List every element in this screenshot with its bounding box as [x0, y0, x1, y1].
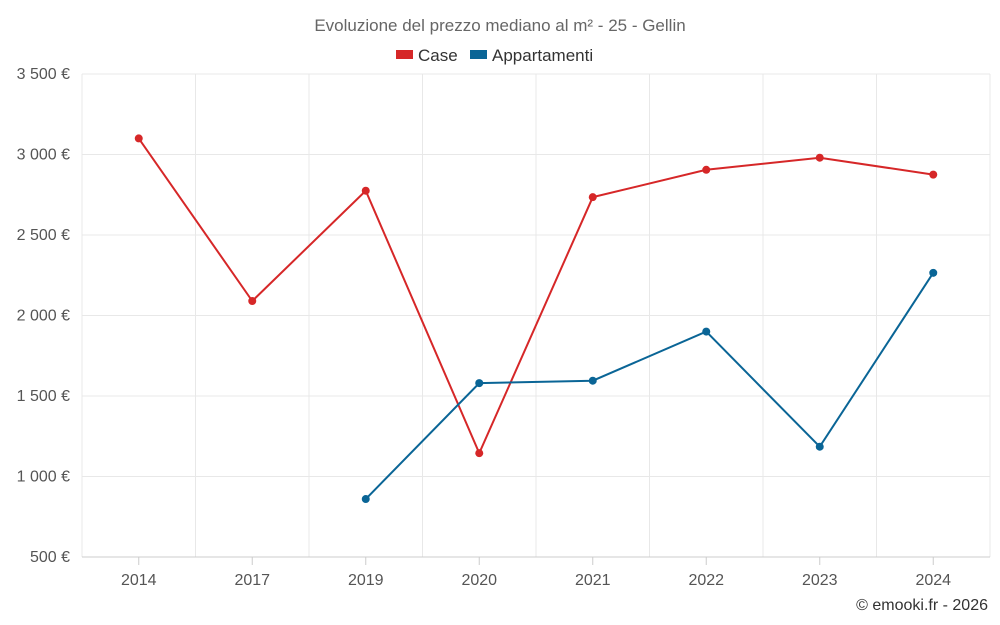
data-point-case[interactable] [588, 193, 597, 202]
legend-label: Appartamenti [492, 46, 593, 65]
data-point-appartamenti[interactable] [475, 379, 484, 388]
axes: 500 € 1 000 € 1 500 € 2 000 € 2 500 € 3 000 €… [17, 66, 990, 589]
series-line-case [137, 137, 934, 456]
legend-label: Case [418, 46, 458, 65]
series-line-appartamenti [365, 272, 935, 500]
x-tick-label: 2024 [915, 572, 951, 589]
data-point-case[interactable] [361, 186, 370, 195]
legend-item-case[interactable]: Case [396, 46, 458, 65]
data-point-appartamenti[interactable] [588, 376, 597, 385]
y-tick-label: 3 000 € [17, 147, 70, 164]
data-point-appartamenti[interactable] [815, 442, 824, 451]
x-tick-label: 2019 [348, 572, 384, 589]
legend-swatch [396, 50, 413, 59]
data-point-appartamenti[interactable] [361, 495, 370, 504]
y-tick-label: 2 500 € [17, 227, 70, 244]
legend-item-appartamenti[interactable]: Appartamenti [470, 46, 593, 65]
x-tick-label: 2020 [461, 572, 497, 589]
y-tick-label: 500 € [30, 549, 70, 566]
x-tick-label: 2023 [802, 572, 838, 589]
data-point-case[interactable] [702, 165, 711, 174]
data-point-case[interactable] [475, 449, 484, 458]
x-tick-label: 2017 [234, 572, 270, 589]
series [134, 134, 938, 504]
data-point-appartamenti[interactable] [702, 327, 711, 336]
x-tick-label: 2022 [688, 572, 724, 589]
data-point-case[interactable] [929, 170, 938, 179]
y-tick-label: 2 000 € [17, 308, 70, 325]
x-tick-label: 2021 [575, 572, 611, 589]
chart-title: Evoluzione del prezzo mediano al m² - 25… [314, 16, 685, 35]
credit-text: © emooki.fr - 2026 [856, 597, 988, 614]
y-tick-label: 3 500 € [17, 66, 70, 83]
grid [81, 73, 991, 557]
legend: Case Appartamenti [396, 46, 593, 65]
legend-swatch [470, 50, 487, 59]
y-tick-label: 1 500 € [17, 388, 70, 405]
data-point-appartamenti[interactable] [929, 268, 938, 277]
y-tick-label: 1 000 € [17, 469, 70, 486]
x-tick-label: 2014 [121, 572, 157, 589]
data-point-case[interactable] [815, 153, 824, 162]
data-point-case[interactable] [248, 297, 257, 306]
data-point-case[interactable] [134, 134, 143, 143]
